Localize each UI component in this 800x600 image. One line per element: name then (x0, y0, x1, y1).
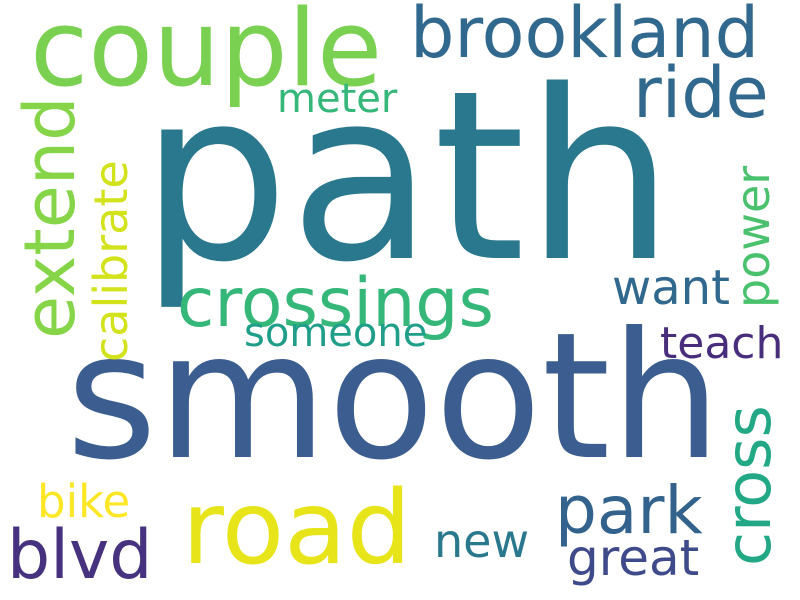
word-path: path (140, 41, 675, 314)
word-new: new (434, 514, 530, 568)
word-ride: ride (633, 52, 769, 134)
word-couple: couple (30, 0, 383, 110)
word-want: want (612, 260, 730, 316)
word-blvd: blvd (7, 516, 153, 595)
word-teach: teach (660, 318, 784, 369)
word-park: park (555, 472, 703, 549)
word-someone: someone (244, 310, 428, 356)
word-cross: cross (712, 405, 785, 566)
word-meter: meter (277, 76, 398, 122)
word-road: road (182, 469, 412, 588)
word-bike: bike (37, 475, 131, 528)
word-extend: extend (9, 96, 91, 339)
word-power: power (726, 165, 780, 308)
word-smooth: smooth (66, 296, 722, 499)
word-crossings: crossings (177, 264, 494, 343)
word-brookland: brookland (410, 0, 760, 74)
word-calibrate: calibrate (84, 160, 138, 362)
word-great: great (567, 529, 700, 587)
